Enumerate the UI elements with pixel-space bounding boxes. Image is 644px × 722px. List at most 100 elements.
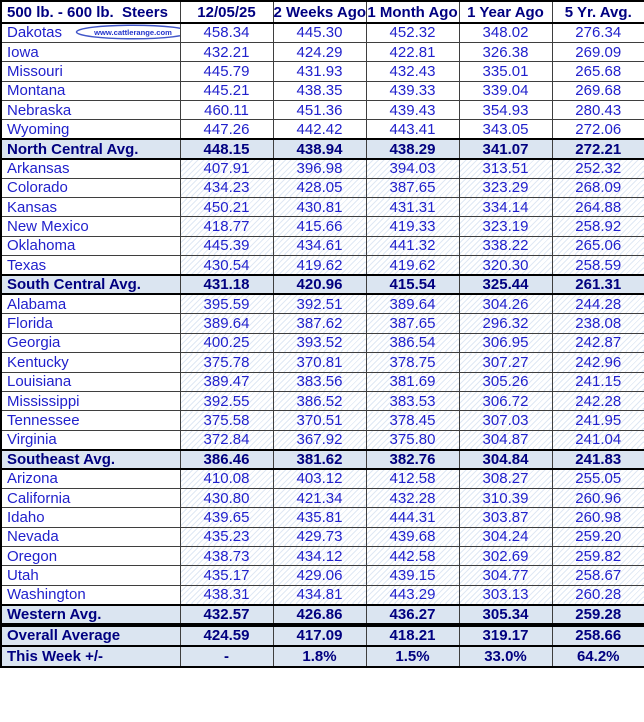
value-cell: 430.54 xyxy=(179,255,274,276)
column-header-1-month-ago: 1 Month Ago xyxy=(365,0,460,24)
row-label: Georgia xyxy=(0,332,181,354)
value-cell: 458.34 xyxy=(179,22,274,43)
value-cell: 370.81 xyxy=(272,352,367,373)
table-row-wyoming: Wyoming 447.26 442.42 443.41 343.05 272.06 xyxy=(0,119,644,140)
value-cell: 348.02 xyxy=(458,22,553,43)
value-cell: 375.80 xyxy=(365,429,460,451)
value-cell: 451.36 xyxy=(272,100,367,121)
value-cell: 238.08 xyxy=(551,313,644,334)
table-row-oregon: Oregon 438.73 434.12 442.58 302.69 259.82 xyxy=(0,546,644,567)
value-cell: 419.62 xyxy=(365,255,460,276)
value-cell: 338.22 xyxy=(458,235,553,257)
value-cell: 452.32 xyxy=(365,22,460,43)
table-body: Dakotas www.cattlerange.com 458.34 445.30… xyxy=(0,22,644,668)
value-cell: 439.33 xyxy=(365,80,460,102)
table-row-missouri: Missouri 445.79 431.93 432.43 335.01 265.68 xyxy=(0,61,644,82)
row-label: Nevada xyxy=(0,526,181,548)
table-row-dakotas: Dakotas www.cattlerange.com 458.34 445.30… xyxy=(0,22,644,43)
value-cell: 444.31 xyxy=(365,507,460,528)
value-cell: 432.43 xyxy=(365,61,460,82)
value-cell: 260.28 xyxy=(551,584,644,606)
cattlerange-logo[interactable]: www.cattlerange.com xyxy=(74,24,180,41)
value-cell: 395.59 xyxy=(179,293,274,315)
table-row-arkansas: Arkansas 407.91 396.98 394.03 313.51 252.32 xyxy=(0,158,644,179)
value-cell: 272.06 xyxy=(551,119,644,140)
value-cell: 426.86 xyxy=(272,603,367,626)
table-row-oklahoma: Oklahoma 445.39 434.61 441.32 338.22 265.06 xyxy=(0,235,644,257)
value-cell: 400.25 xyxy=(179,332,274,354)
row-label: Southeast Avg. xyxy=(0,448,181,471)
header-row: 500 lb. - 600 lb. Steers 12/05/25 2 Week… xyxy=(0,0,644,24)
value-cell: 305.26 xyxy=(458,371,553,392)
value-cell: 296.32 xyxy=(458,313,553,334)
table-row-alabama: Alabama 395.59 392.51 389.64 304.26 244.28 xyxy=(0,293,644,315)
table-row-utah: Utah 435.17 429.06 439.15 304.77 258.67 xyxy=(0,565,644,586)
value-cell: 431.93 xyxy=(272,61,367,82)
value-cell: 383.56 xyxy=(272,371,367,392)
value-cell: 272.21 xyxy=(551,138,644,160)
row-label: Iowa xyxy=(0,41,181,63)
value-cell: 420.96 xyxy=(272,274,367,296)
value-cell: 280.43 xyxy=(551,100,644,121)
value-cell: 415.54 xyxy=(365,274,460,296)
value-cell: 1.8% xyxy=(272,644,367,668)
value-cell: 434.61 xyxy=(272,235,367,257)
value-cell: 407.91 xyxy=(179,158,274,179)
value-cell: 424.59 xyxy=(179,622,274,647)
value-cell: 445.21 xyxy=(179,80,274,102)
value-cell: 387.65 xyxy=(365,313,460,334)
table-row-north-central-avg: North Central Avg. 448.15 438.94 438.29 341.… xyxy=(0,138,644,160)
table-row-south-central-avg: South Central Avg. 431.18 420.96 415.54 325.… xyxy=(0,274,644,296)
value-cell: 443.41 xyxy=(365,119,460,140)
value-cell: 260.98 xyxy=(551,507,644,528)
table-row-nebraska: Nebraska 460.11 451.36 439.43 354.93 280.43 xyxy=(0,100,644,121)
value-cell: 428.05 xyxy=(272,177,367,199)
value-cell: 241.04 xyxy=(551,429,644,451)
value-cell: 325.44 xyxy=(458,274,553,296)
value-cell: 439.65 xyxy=(179,507,274,528)
value-cell: 258.66 xyxy=(551,622,644,647)
table-row-florida: Florida 389.64 387.62 387.65 296.32 238.08 xyxy=(0,313,644,334)
value-cell: 422.81 xyxy=(365,41,460,63)
row-label: Alabama xyxy=(0,293,181,315)
table-row-nevada: Nevada 435.23 429.73 439.68 304.24 259.20 xyxy=(0,526,644,548)
value-cell: 242.96 xyxy=(551,352,644,373)
value-cell: 387.62 xyxy=(272,313,367,334)
table-row-texas: Texas 430.54 419.62 419.62 320.30 258.59 xyxy=(0,255,644,276)
row-label: Utah xyxy=(0,565,181,586)
table-row-arizona: Arizona 410.08 403.12 412.58 308.27 255.05 xyxy=(0,468,644,489)
table-row-louisiana: Louisiana 389.47 383.56 381.69 305.26 241.15 xyxy=(0,371,644,392)
value-cell: 445.39 xyxy=(179,235,274,257)
value-cell: 260.96 xyxy=(551,487,644,509)
table-row-california: California 430.80 421.34 432.28 310.39 260.96 xyxy=(0,487,644,509)
value-cell: 370.51 xyxy=(272,410,367,431)
value-cell: 439.68 xyxy=(365,526,460,548)
value-cell: 389.47 xyxy=(179,371,274,392)
value-cell: 445.30 xyxy=(272,22,367,43)
value-cell: 442.58 xyxy=(365,546,460,567)
value-cell: 432.28 xyxy=(365,487,460,509)
value-cell: 268.09 xyxy=(551,177,644,199)
row-label: Missouri xyxy=(0,61,181,82)
row-label: This Week +/- xyxy=(0,644,181,668)
value-cell: 354.93 xyxy=(458,100,553,121)
value-cell: 438.31 xyxy=(179,584,274,606)
value-cell: 432.21 xyxy=(179,41,274,63)
value-cell: 432.57 xyxy=(179,603,274,626)
row-label: Montana xyxy=(0,80,181,102)
value-cell: 434.23 xyxy=(179,177,274,199)
value-cell: 429.73 xyxy=(272,526,367,548)
value-cell: 307.03 xyxy=(458,410,553,431)
value-cell: 372.84 xyxy=(179,429,274,451)
value-cell: 392.55 xyxy=(179,390,274,412)
value-cell: 386.46 xyxy=(179,448,274,471)
value-cell: 438.94 xyxy=(272,138,367,160)
value-cell: 421.34 xyxy=(272,487,367,509)
value-cell: 396.98 xyxy=(272,158,367,179)
value-cell: 442.42 xyxy=(272,119,367,140)
value-cell: 367.92 xyxy=(272,429,367,451)
value-cell: 304.26 xyxy=(458,293,553,315)
svg-text:www.cattlerange.com: www.cattlerange.com xyxy=(93,28,172,37)
value-cell: 403.12 xyxy=(272,468,367,489)
